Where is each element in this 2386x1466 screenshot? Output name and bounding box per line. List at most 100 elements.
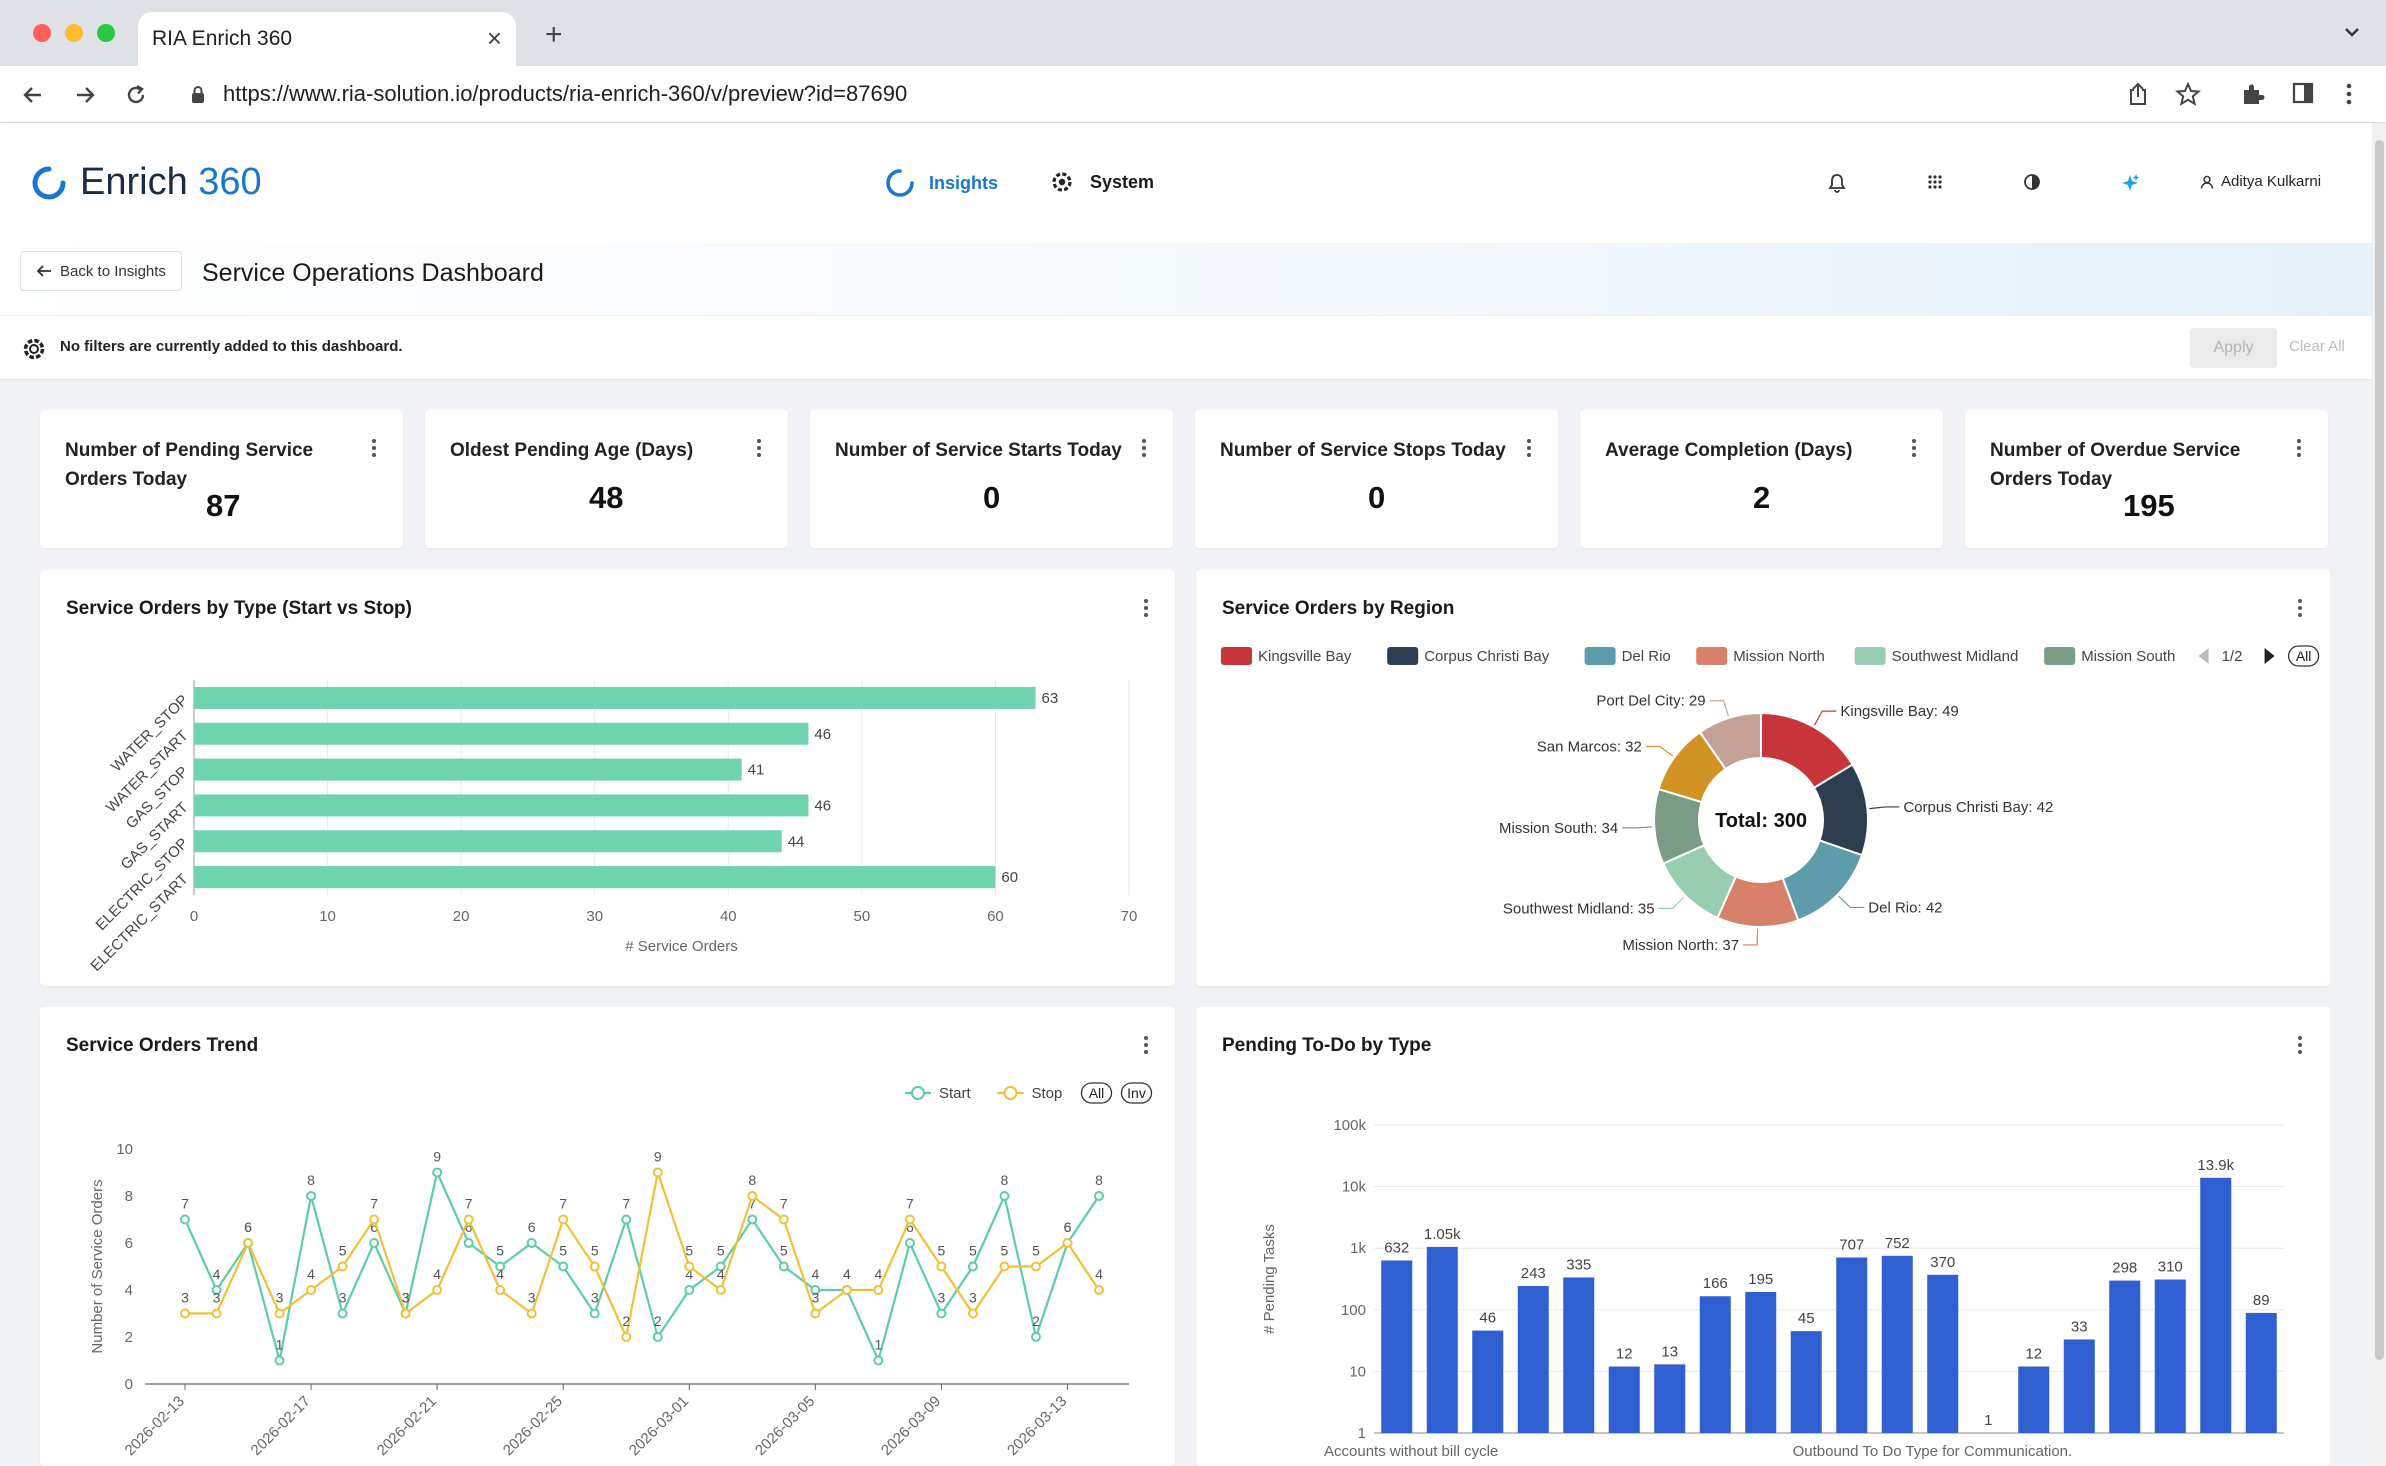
bar-chart-todo: 1 10 100 1k 10k 100k # Pending Tasks 632 1.05k 46… [1261,1117,2284,1460]
data-label: 3 [213,1290,221,1306]
data-label: 7 [370,1196,378,1212]
nav-system[interactable]: System [1048,168,1154,196]
data-point [589,1308,600,1319]
legend-label: Corpus Christi Bay [1424,648,1550,665]
page-header: Back to Insights Service Operations Dash… [0,243,2372,315]
app-logo[interactable]: Enrich 360 [80,161,262,204]
side-panel-icon[interactable] [2291,81,2315,105]
back-arrow-icon[interactable] [20,82,46,108]
window-close-button[interactable] [33,24,51,42]
filter-settings-icon[interactable] [21,336,47,362]
browser-tab-bar: RIA Enrich 360 × + [0,0,2386,66]
scrollbar-thumb[interactable] [2375,140,2384,1360]
window-minimize-button[interactable] [65,24,83,42]
slice-label: Kingsville Bay: 49 [1840,703,1958,720]
legend-item[interactable]: Del Rio [1584,647,1671,665]
url-text[interactable]: https://www.ria-solution.io/products/ria… [223,81,908,106]
kpi-value: 2 [1753,480,1771,515]
data-label: 5 [559,1243,567,1259]
chart-menu-icon[interactable] [2296,599,2304,621]
sparkle-icon[interactable] [2120,173,2140,193]
data-label: 5 [717,1243,725,1259]
data-label: 60 [1001,869,1018,886]
data-label: 4 [496,1266,504,1282]
data-label: 4 [843,1266,851,1282]
data-label: 46 [814,797,831,814]
kpi-menu-icon[interactable] [2295,439,2303,461]
bar [2245,1312,2277,1433]
legend-item[interactable]: Start [905,1085,972,1102]
kpi-menu-icon[interactable] [1525,439,1533,461]
chart-menu-icon[interactable] [2296,1036,2304,1058]
kpi-menu-icon[interactable] [370,439,378,461]
kpi-menu-icon[interactable] [1910,439,1918,461]
data-label: 335 [1566,1256,1591,1273]
chart-menu-icon[interactable] [1142,599,1150,621]
tab-search-chevron-icon[interactable] [2342,22,2362,42]
chart-menu-icon[interactable] [1142,1036,1150,1058]
bar [1745,1291,1777,1433]
data-label: 8 [307,1172,315,1188]
legend-item[interactable]: Corpus Christi Bay [1387,647,1550,665]
data-point [1062,1238,1073,1248]
forward-arrow-icon[interactable] [72,82,98,108]
bar [2018,1366,2050,1433]
data-point [684,1285,695,1295]
share-icon[interactable] [2126,81,2150,107]
y-tick-label: 1k [1350,1240,1366,1257]
user-menu[interactable]: Aditya Kulkarni [2200,173,2321,190]
slice-label: Del Rio: 42 [1868,899,1942,916]
apply-button[interactable]: Apply [2190,328,2277,368]
data-label: 1 [1984,1412,1992,1429]
extensions-puzzle-icon[interactable] [2240,81,2266,107]
legend-prev-icon[interactable] [2198,648,2209,664]
back-to-insights-button[interactable]: Back to Insights [20,251,182,291]
legend-item[interactable]: Kingsville Bay [1221,647,1352,665]
bell-icon[interactable] [1828,173,1846,193]
data-point [810,1285,821,1295]
legend-label: Mission North [1733,648,1825,665]
clear-all-button[interactable]: Clear All [2289,338,2345,355]
data-label: 1.05k [1424,1226,1461,1243]
apps-grid-icon[interactable] [1926,173,1944,191]
nav-insights[interactable]: Insights [885,168,998,198]
bar [1790,1331,1822,1433]
slice-label: Mission South: 34 [1499,820,1618,837]
data-point [495,1285,506,1295]
data-label: 4 [811,1266,819,1282]
bookmark-star-icon[interactable] [2175,81,2201,107]
tab-close-icon[interactable]: × [486,23,502,53]
x-tick-label: 2026-02-25 [500,1393,566,1459]
legend-item[interactable]: Stop [997,1085,1063,1102]
data-label: 6 [906,1219,914,1235]
data-label: 6 [244,1219,252,1235]
theme-toggle-icon[interactable] [2023,173,2041,191]
bar [194,722,809,745]
legend-item[interactable]: Southwest Midland [1854,647,2019,665]
legend-item[interactable]: Mission North [1696,647,1825,665]
x-tick-label: 2026-02-21 [374,1393,440,1459]
data-point [684,1261,695,1272]
legend-prev-arrow [2198,648,2209,664]
legend-all-button[interactable]: All [2287,645,2320,667]
y-axis-label: # Pending Tasks [1261,1224,1278,1334]
reload-icon[interactable] [123,82,149,108]
browser-tab[interactable]: RIA Enrich 360 × [138,12,516,66]
legend-all-button[interactable]: All [1080,1082,1113,1104]
browser-menu-icon[interactable] [2344,81,2354,107]
data-label: 4 [843,1266,851,1282]
data-point [936,1308,947,1319]
data-label: 3 [811,1290,819,1306]
window-zoom-button[interactable] [97,24,115,42]
kpi-menu-icon[interactable] [755,439,763,461]
chart-title: Pending To-Do by Type [1222,1035,1432,1056]
data-point [243,1238,254,1248]
legend-inv-button[interactable]: Inv [1120,1082,1153,1104]
new-tab-icon[interactable]: + [545,18,563,51]
y-tick-label: 6 [125,1235,133,1252]
leader-line [1658,896,1685,909]
legend-item[interactable]: Mission South [2044,647,2175,665]
legend-label: Del Rio [1622,648,1671,665]
legend-next-icon[interactable] [2264,648,2275,664]
kpi-menu-icon[interactable] [1140,439,1148,461]
